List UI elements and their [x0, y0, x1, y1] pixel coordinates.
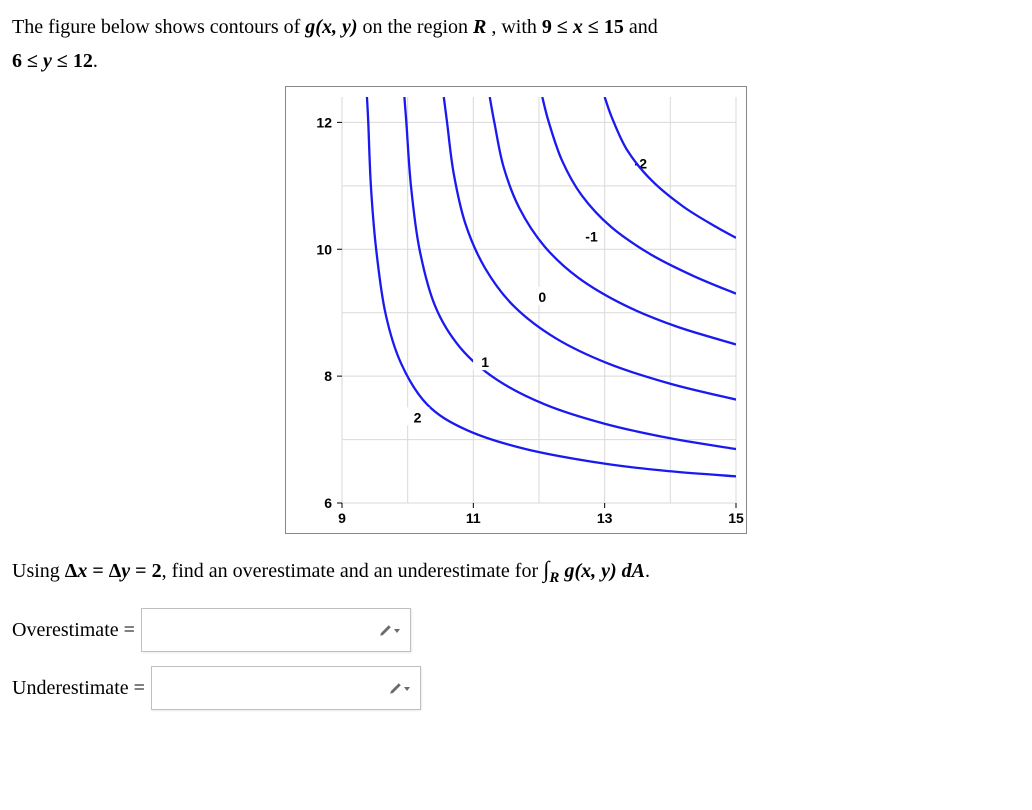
svg-text:1: 1: [481, 354, 489, 370]
svg-text:2: 2: [414, 409, 422, 425]
svg-text:0: 0: [538, 289, 546, 305]
contour-plot-svg: 210-1-29111315681012: [286, 87, 746, 527]
integral-subscript: R: [549, 570, 559, 586]
svg-text:13: 13: [597, 510, 613, 526]
svg-text:15: 15: [728, 510, 744, 526]
region-name: R: [473, 16, 486, 38]
function-name: g(x, y): [305, 16, 357, 38]
underestimate-input[interactable]: [151, 666, 421, 710]
problem-mid: on the region: [362, 16, 473, 38]
and-text: and: [629, 16, 658, 38]
svg-text:-1: -1: [585, 229, 598, 245]
contour-figure: 210-1-29111315681012: [285, 86, 747, 534]
problem-prefix: The figure below shows contours of: [12, 16, 305, 38]
delta-values: Δx = Δy = 2: [65, 560, 162, 582]
instr-mid: , find an overestimate and an underestim…: [162, 560, 544, 582]
y-range: 6 ≤ y ≤ 12: [12, 50, 93, 72]
svg-text:12: 12: [316, 114, 332, 130]
overestimate-row: Overestimate =: [12, 608, 1020, 652]
figure-container: 210-1-29111315681012: [12, 86, 1020, 534]
svg-text:6: 6: [324, 495, 332, 511]
svg-text:11: 11: [466, 510, 481, 526]
period2: .: [645, 560, 650, 582]
x-range: 9 ≤ x ≤ 15: [542, 16, 624, 38]
svg-text:8: 8: [324, 368, 332, 384]
instr-prefix: Using: [12, 560, 65, 582]
problem-statement: The figure below shows contours of g(x, …: [12, 10, 1020, 78]
integrand: g(x, y) dA: [559, 560, 645, 582]
overestimate-label: Overestimate =: [12, 619, 135, 642]
svg-text:10: 10: [316, 241, 332, 257]
period1: .: [93, 50, 98, 72]
underestimate-label: Underestimate =: [12, 677, 145, 700]
overestimate-input[interactable]: [141, 608, 411, 652]
problem-suffix: , with: [491, 16, 542, 38]
underestimate-row: Underestimate =: [12, 666, 1020, 710]
instruction-text: Using Δx = Δy = 2, find an overestimate …: [12, 552, 1020, 590]
svg-text:9: 9: [338, 510, 346, 526]
